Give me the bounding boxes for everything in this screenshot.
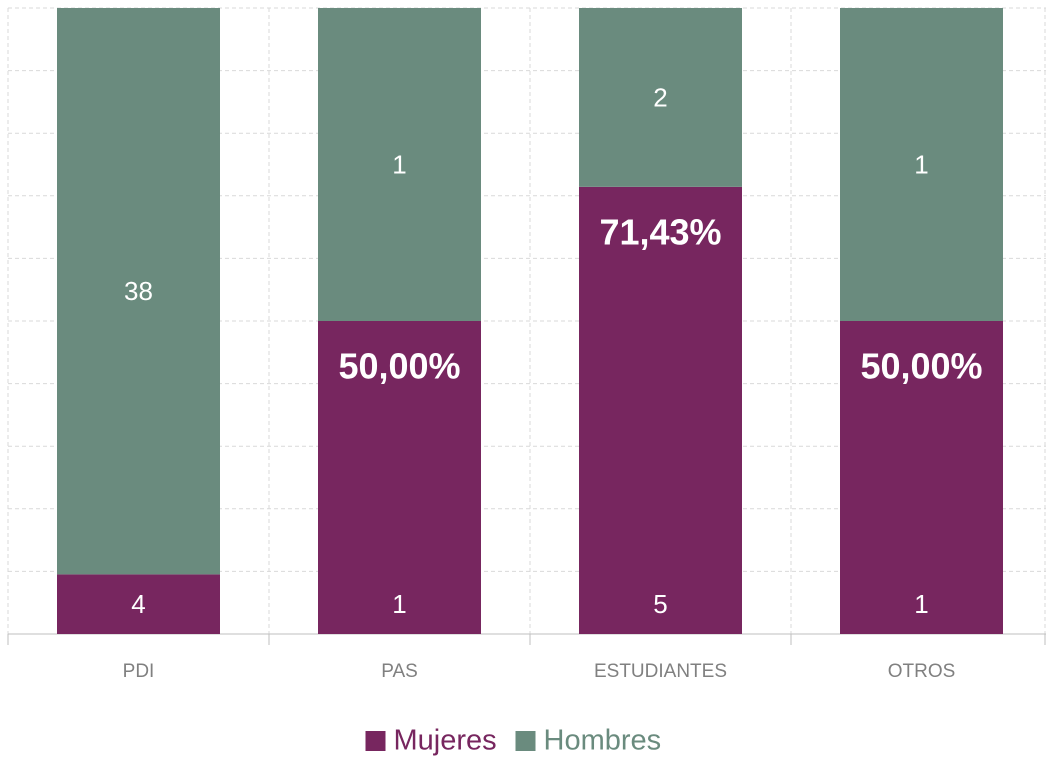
- bar-segment: [57, 8, 220, 575]
- share-label: 71,43%: [599, 211, 721, 252]
- x-tick-label: OTROS: [888, 661, 956, 682]
- share-label: 50,00%: [860, 346, 982, 387]
- legend-swatch: [515, 731, 536, 751]
- legend-label: Hombres: [544, 725, 662, 757]
- bar-segment: [57, 574, 220, 634]
- bar-segment: [318, 321, 481, 634]
- legend-label: Mujeres: [394, 725, 497, 757]
- bar-segment: [840, 8, 1003, 321]
- bar-segment: [318, 8, 481, 321]
- data-label: 38: [124, 276, 153, 306]
- data-label: 1: [392, 589, 406, 619]
- bar-segment: [579, 8, 742, 187]
- share-label: 50,00%: [338, 346, 460, 387]
- x-tick-label: ESTUDIANTES: [594, 661, 727, 682]
- data-label: 1: [392, 149, 406, 179]
- bar-segment: [840, 321, 1003, 634]
- x-tick-label: PAS: [381, 661, 418, 682]
- data-label: 4: [131, 589, 145, 619]
- legend-swatch: [365, 731, 386, 751]
- data-label: 2: [653, 82, 667, 112]
- x-tick-label: PDI: [123, 661, 155, 682]
- bar-segment: [579, 186, 742, 634]
- data-label: 1: [914, 589, 928, 619]
- data-label: 5: [653, 589, 667, 619]
- data-label: 1: [914, 149, 928, 179]
